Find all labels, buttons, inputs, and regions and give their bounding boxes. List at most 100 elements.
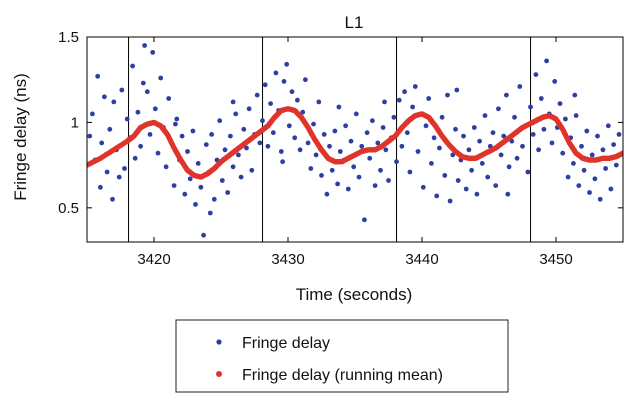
- fringe-delay-point: [608, 186, 614, 192]
- fringe-delay-point: [514, 155, 520, 161]
- fringe-delay-point: [493, 183, 499, 189]
- fringe-delay-point: [469, 167, 474, 173]
- plot-content: [87, 37, 623, 242]
- fringe-delay-point: [605, 123, 611, 129]
- fringe-delay-point: [228, 133, 233, 139]
- fringe-delay-point: [613, 162, 619, 168]
- fringe-delay-point: [454, 87, 460, 93]
- fringe-delay-point: [90, 111, 95, 117]
- fringe-delay-point: [313, 152, 319, 158]
- fringe-delay-point: [249, 167, 255, 173]
- fringe-delay-point: [195, 161, 201, 166]
- fringe-delay-point: [501, 133, 507, 139]
- fringe-delay-point: [431, 135, 437, 141]
- y-tick-label: 1: [71, 114, 79, 131]
- fringe-delay-point: [477, 138, 482, 144]
- fringe-delay-point: [295, 97, 300, 103]
- fringe-delay-point: [367, 155, 373, 161]
- fringe-delay-point: [447, 198, 453, 204]
- fringe-delay-point: [386, 178, 391, 183]
- fringe-delay-point: [270, 130, 276, 136]
- fringe-delay-point: [135, 109, 141, 115]
- y-tick-label: 0.5: [58, 200, 79, 217]
- fringe-delay-point: [463, 186, 469, 192]
- fringe-delay-point: [321, 132, 327, 137]
- fringe-delay-point: [303, 77, 308, 83]
- fringe-delay-point: [198, 184, 204, 190]
- fringe-delay-point: [592, 176, 598, 182]
- fringe-delay-point: [233, 111, 239, 117]
- fringe-delay-point: [530, 132, 536, 137]
- fringe-delay-point: [241, 126, 247, 132]
- fringe-delay-point: [589, 152, 595, 158]
- fringe-delay-point: [308, 166, 314, 171]
- fringe-delay-point: [572, 92, 578, 98]
- fringe-delay-point: [370, 118, 375, 124]
- fringe-delay-point: [207, 210, 213, 216]
- fringe-delay-point: [132, 155, 138, 161]
- fringe-delay-point: [496, 106, 501, 112]
- fringe-delay-point: [182, 191, 188, 197]
- fringe-delay-point: [461, 133, 466, 139]
- fringe-delay-point: [506, 164, 512, 170]
- fringe-delay-point: [571, 161, 576, 166]
- fringe-delay-point: [597, 196, 603, 202]
- fringe-delay-point: [560, 150, 566, 156]
- fringe-delay-point: [563, 116, 568, 122]
- fringe-delay-point: [284, 61, 290, 67]
- fringe-delay-point: [380, 125, 386, 130]
- fringe-delay-point: [533, 72, 539, 77]
- fringe-delay-point: [404, 130, 410, 136]
- fringe-delay-point: [353, 111, 359, 117]
- fringe-delay-point: [335, 181, 340, 187]
- fringe-delay-point: [138, 143, 144, 149]
- fringe-delay-point: [171, 183, 177, 189]
- fringe-delay-point: [98, 184, 103, 190]
- fringe-delay-point: [278, 149, 284, 154]
- fringe-delay-point: [587, 190, 592, 195]
- fringe-delay-point: [423, 123, 429, 129]
- fringe-delay-point: [356, 174, 362, 180]
- chart-title: L1: [345, 13, 364, 32]
- fringe-delay-point: [549, 140, 555, 146]
- fringe-delay-point: [372, 183, 378, 189]
- fringe-delay-point: [552, 79, 558, 84]
- fringe-delay-point: [254, 92, 260, 98]
- fringe-delay-point: [415, 149, 421, 154]
- fringe-delay-point: [209, 132, 215, 137]
- x-axis-title: Time (seconds): [296, 285, 413, 304]
- fringe-delay-point: [576, 183, 582, 189]
- fringe-delay-point: [517, 84, 523, 89]
- fringe-delay-point: [300, 109, 306, 115]
- fringe-delay-point: [311, 121, 316, 127]
- fringe-delay-point: [219, 178, 225, 183]
- fringe-delay-point: [394, 159, 399, 165]
- fringe-delay-point: [512, 114, 517, 120]
- fringe-delay-point: [490, 130, 496, 136]
- fringe-delay-point: [336, 104, 342, 110]
- x-tick-label: 3450: [539, 251, 572, 268]
- fringe-delay-point: [396, 97, 402, 103]
- fringe-delay-point: [364, 130, 370, 136]
- fringe-delay-point: [260, 118, 265, 124]
- fringe-delay-point: [222, 147, 228, 153]
- running-mean-point: [620, 150, 623, 156]
- fringe-delay-point: [99, 140, 105, 146]
- fringe-delay-point: [273, 70, 279, 76]
- legend-box: [175, 319, 509, 393]
- x-axis-ticks: 3420 3430 3440 3450: [137, 37, 573, 268]
- fringe-delay-point: [292, 135, 298, 141]
- fringe-delay-point: [257, 140, 263, 146]
- fringe-delay-point: [343, 123, 348, 129]
- fringe-delay-point: [544, 58, 549, 64]
- fringe-delay-point: [144, 89, 150, 95]
- fringe-delay-point: [471, 125, 477, 130]
- legend-label-running-mean: Fringe delay (running mean): [242, 367, 443, 384]
- fringe-delay-point: [437, 145, 442, 151]
- fringe-delay-point: [595, 133, 600, 139]
- fringe-delay-point: [111, 99, 117, 105]
- fringe-delay-point: [538, 96, 544, 101]
- fringe-delay-point: [359, 143, 365, 149]
- fringe-delay-point: [187, 176, 193, 182]
